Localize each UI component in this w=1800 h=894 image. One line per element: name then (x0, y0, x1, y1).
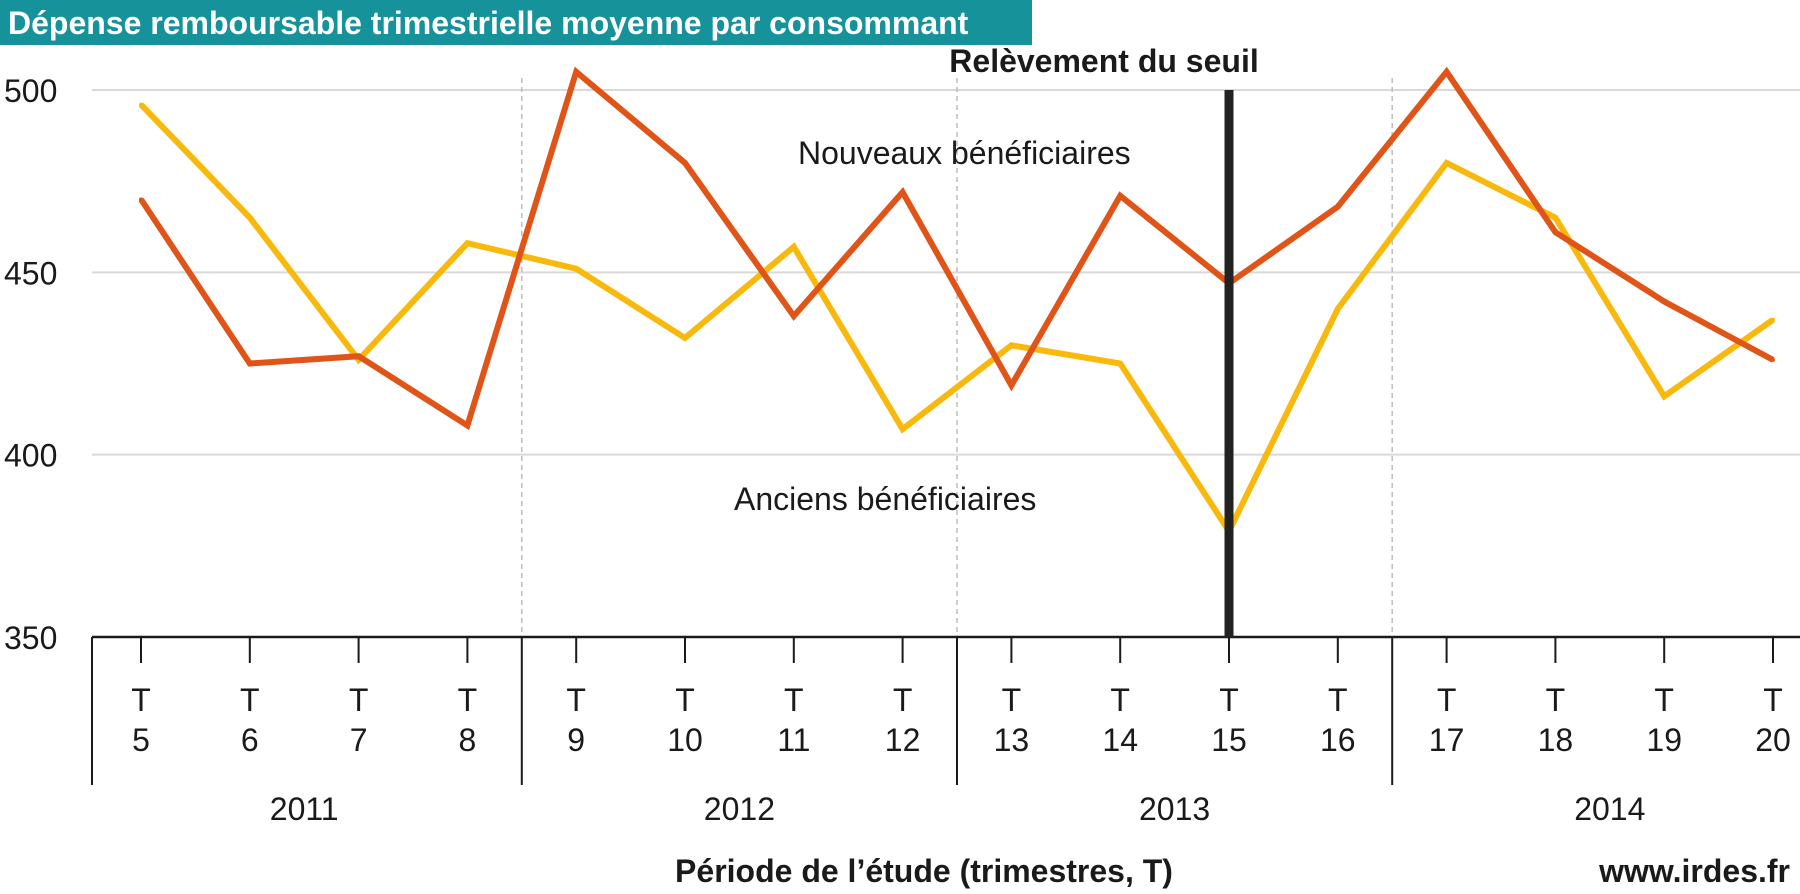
x-tick-prefix: T (675, 682, 695, 718)
x-tick-label: 11 (777, 722, 810, 758)
title-banner (0, 0, 1032, 45)
x-tick-label: 18 (1538, 722, 1574, 758)
data-point (1009, 383, 1014, 388)
x-tick-prefix: T (893, 682, 913, 718)
data-point (1662, 394, 1667, 399)
data-point (683, 335, 687, 340)
series-label-new: Nouveaux bénéficiaires (798, 135, 1131, 171)
x-tick-prefix: T (1219, 682, 1239, 718)
x-tick-label: 13 (994, 722, 1030, 758)
y-tick-label: 450 (4, 255, 57, 291)
data-point (356, 354, 361, 359)
chart-title: Dépense remboursable trimestrielle moyen… (8, 5, 969, 41)
data-point (1662, 299, 1667, 304)
series-line-0 (138, 66, 1775, 431)
x-tick-label: 10 (667, 722, 703, 758)
x-tick-prefix: T (1654, 682, 1674, 718)
x-tick-label: 8 (459, 722, 477, 758)
data-point (1444, 160, 1449, 165)
year-label: 2012 (704, 791, 775, 827)
data-point (465, 423, 470, 428)
data-point (1118, 361, 1123, 366)
data-point (1444, 69, 1449, 74)
year-label: 2011 (270, 791, 339, 827)
data-point (574, 69, 579, 74)
data-point (1118, 193, 1123, 198)
x-tick-prefix: T (1763, 682, 1783, 718)
x-tick-label: 14 (1102, 722, 1138, 758)
data-point (1335, 204, 1340, 209)
source-label: www.irdes.fr (1598, 853, 1790, 889)
x-axis-title: Période de l’étude (trimestres, T) (675, 853, 1173, 889)
x-tick-label: 12 (885, 722, 921, 758)
data-point (139, 197, 143, 202)
y-axis: 350 400 450 500 (4, 73, 57, 656)
data-point (1771, 317, 1775, 322)
data-point (791, 314, 796, 319)
threshold-annotation: Relèvement du seuil (949, 43, 1259, 637)
series-line-1 (138, 102, 1775, 538)
x-tick-prefix: T (1437, 682, 1457, 718)
x-tick-label: 7 (350, 722, 368, 758)
x-tick-label: 9 (567, 722, 585, 758)
x-tick-prefix: T (1002, 682, 1022, 718)
year-label: 2014 (1574, 791, 1645, 827)
data-point (465, 241, 470, 246)
data-point (683, 160, 687, 165)
data-point (574, 266, 579, 271)
x-tick-prefix: T (566, 682, 586, 718)
data-point (247, 361, 252, 366)
data-point (1553, 215, 1558, 220)
x-tick-prefix: T (349, 682, 369, 718)
x-tick-label: 5 (132, 722, 150, 758)
x-tick-prefix: T (131, 682, 151, 718)
x-tick-label: 6 (241, 722, 259, 758)
data-point (1335, 306, 1340, 311)
x-tick-label: 16 (1320, 722, 1356, 758)
data-point (900, 190, 905, 195)
data-point (139, 102, 143, 107)
x-tick-prefix: T (240, 682, 260, 718)
series-label-old: Anciens bénéficiaires (734, 481, 1036, 517)
x-tick-label: 15 (1211, 722, 1247, 758)
y-tick-label: 500 (4, 73, 57, 109)
data-point (900, 427, 905, 432)
y-tick-label: 400 (4, 438, 57, 474)
threshold-label: Relèvement du seuil (949, 43, 1258, 79)
data-point (791, 244, 796, 249)
x-tick-label: 17 (1429, 722, 1465, 758)
x-tick-prefix: T (1110, 682, 1130, 718)
x-tick-label: 20 (1755, 722, 1791, 758)
x-tick-prefix: T (784, 682, 804, 718)
data-point (1771, 357, 1775, 362)
x-tick-prefix: T (1546, 682, 1566, 718)
x-tick-label: 19 (1646, 722, 1682, 758)
data-point (247, 215, 252, 220)
x-axis: T 5 T 6 T 7 T 8 T 9 T 10 T 11 T 12 T 13 T 14 T 15 T 16 T 17 T 18 T 19… (91, 635, 1800, 827)
x-tick-prefix: T (1328, 682, 1348, 718)
data-point (1553, 230, 1558, 235)
year-label: 2013 (1139, 791, 1210, 827)
x-tick-prefix: T (458, 682, 478, 718)
y-tick-label: 350 (4, 620, 57, 656)
data-point (1009, 343, 1014, 348)
